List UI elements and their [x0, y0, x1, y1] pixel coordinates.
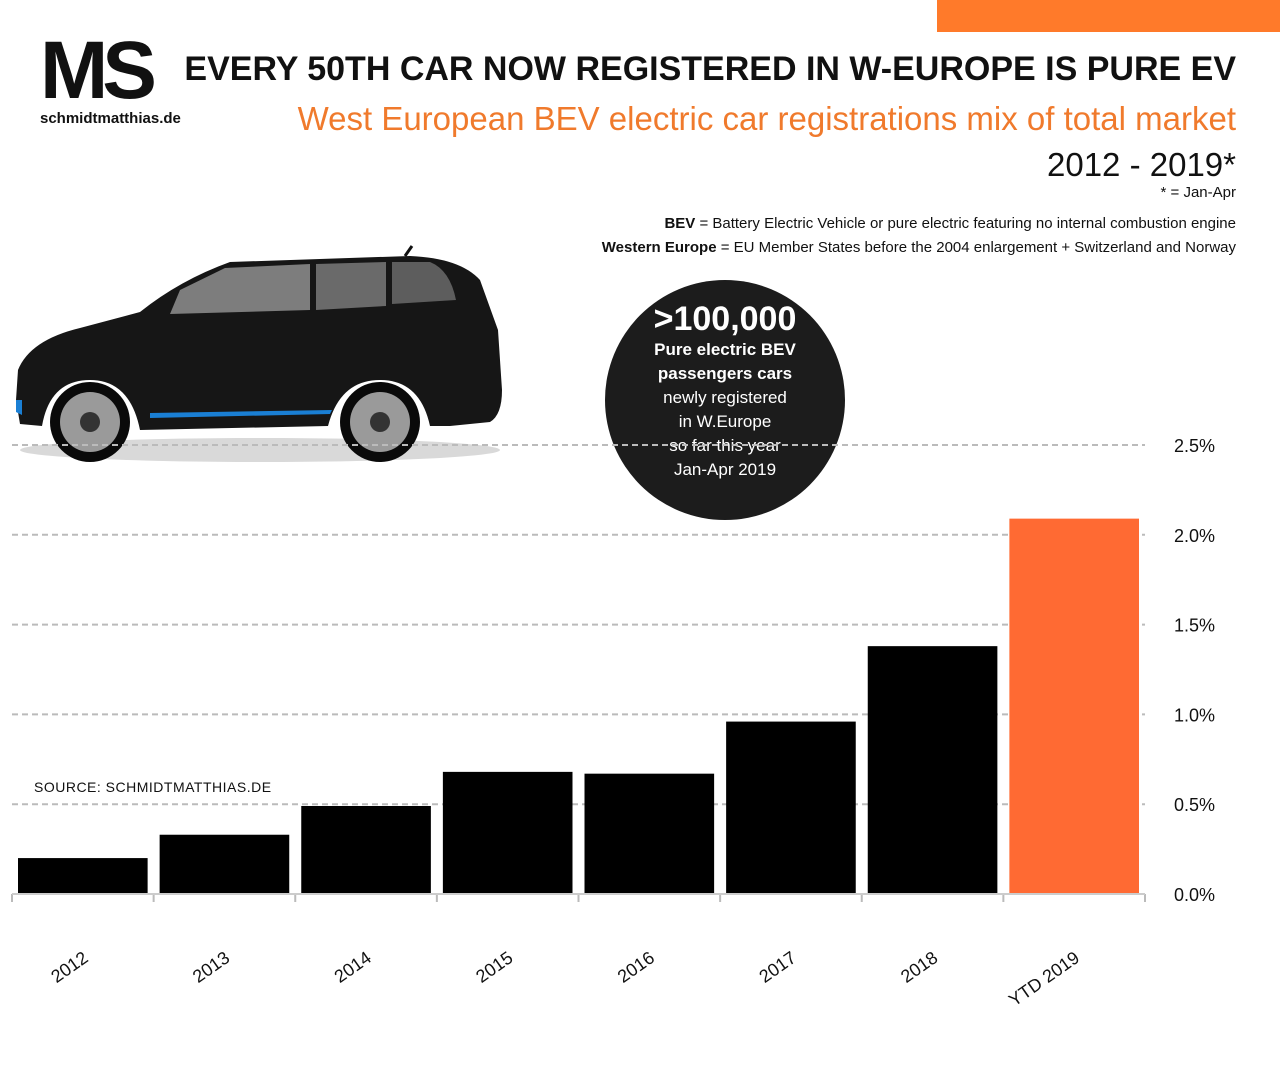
- bar-2018: [867, 646, 998, 894]
- bar-2017: [726, 721, 856, 894]
- y-tick-label: 1.5%: [1174, 616, 1215, 636]
- x-tick-label: 2017: [755, 947, 799, 986]
- bar-ytd-2019: [1009, 518, 1139, 894]
- logo-mark: MS: [40, 25, 157, 116]
- y-tick-label: 2.0%: [1174, 526, 1215, 546]
- x-tick-label: 2012: [47, 947, 91, 986]
- bar-2013: [159, 834, 290, 894]
- logo-site: schmidtmatthias.de: [40, 110, 181, 127]
- bar-2012: [18, 858, 148, 894]
- definition-bev: BEV = Battery Electric Vehicle or pure e…: [664, 215, 1236, 232]
- logo: MS schmidtmatthias.de: [40, 25, 181, 128]
- x-tick-label: YTD 2019: [1005, 947, 1083, 1010]
- x-tick-label: 2014: [331, 947, 375, 986]
- x-tick-label: 2015: [472, 947, 516, 986]
- callout-number: >100,000: [653, 300, 797, 338]
- chart-subtitle: West European BEV electric car registrat…: [297, 100, 1236, 137]
- bar-2016: [584, 773, 715, 894]
- y-tick-label: 0.5%: [1174, 795, 1215, 815]
- bar-2015: [442, 771, 573, 894]
- car-illustration: [16, 245, 502, 462]
- source-note: SOURCE: SCHMIDTMATTHIAS.DE: [34, 779, 272, 795]
- definition-we-text: = EU Member States before the 2004 enlar…: [716, 239, 1236, 256]
- y-tick-label: 0.0%: [1174, 885, 1215, 905]
- definition-bev-term: BEV: [664, 215, 696, 232]
- x-tick-label: 2013: [189, 947, 233, 986]
- callout-line: Pure electric BEV: [654, 340, 796, 359]
- chart-period: 2012 - 2019*: [1047, 146, 1236, 183]
- y-tick-label: 1.0%: [1174, 705, 1215, 725]
- definition-bev-text: = Battery Electric Vehicle or pure elect…: [695, 215, 1236, 232]
- callout-line: passengers cars: [657, 364, 793, 383]
- callout-bubble: >100,000 Pure electric BEV passengers ca…: [605, 280, 845, 520]
- x-tick-label: 2018: [897, 947, 941, 986]
- callout-line: newly registered: [663, 388, 787, 407]
- x-tick-label: 2016: [614, 947, 658, 986]
- callout-line: Jan-Apr 2019: [673, 460, 777, 479]
- definition-we-term: Western Europe: [601, 239, 717, 256]
- accent-bar: [937, 0, 1280, 32]
- definition-western-europe: Western Europe = EU Member States before…: [602, 239, 1236, 256]
- chart-title: EVERY 50TH CAR NOW REGISTERED IN W-EUROP…: [184, 50, 1236, 88]
- period-footnote: * = Jan-Apr: [1160, 184, 1236, 201]
- bar-2014: [301, 805, 431, 894]
- callout-line: in W.Europe: [678, 412, 772, 431]
- y-tick-label: 2.5%: [1174, 436, 1215, 456]
